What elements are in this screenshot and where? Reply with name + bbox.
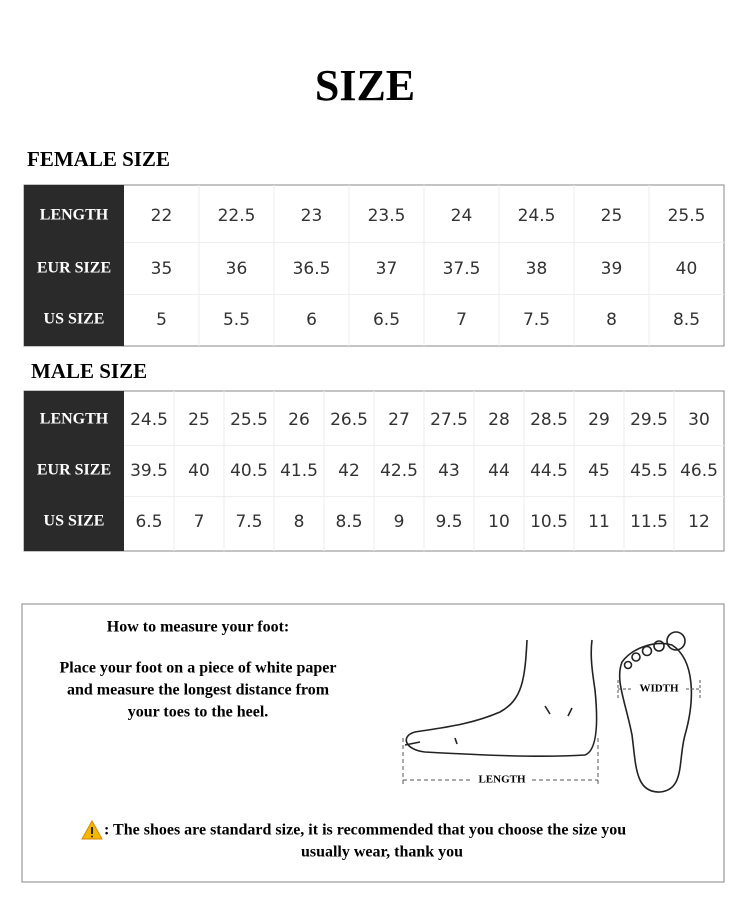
cell: 8.5	[335, 512, 362, 532]
cell: 5.5	[223, 310, 250, 330]
cell: 9	[394, 512, 405, 532]
cell: 6.5	[373, 310, 400, 330]
cell: 41.5	[280, 461, 318, 481]
cell: 6.5	[135, 512, 162, 532]
cell: 37	[376, 259, 398, 279]
measure-box	[21, 603, 725, 883]
cell: 36.5	[293, 259, 331, 279]
cell: 26	[288, 410, 310, 430]
cell: 9.5	[435, 512, 462, 532]
cell: 10.5	[530, 512, 568, 532]
title: SIZE	[315, 61, 415, 110]
length-guide	[402, 738, 599, 785]
cell: 28.5	[530, 410, 568, 430]
cell: 29.5	[630, 410, 668, 430]
cell: 24.5	[130, 410, 168, 430]
male-heading: MALE SIZE	[31, 359, 147, 383]
cell: 35	[151, 259, 173, 279]
cell: 24	[451, 206, 473, 226]
cell: 23.5	[368, 206, 406, 226]
cell: 29	[588, 410, 610, 430]
cell: 40.5	[230, 461, 268, 481]
cell: 39	[601, 259, 623, 279]
cell: 42	[338, 461, 360, 481]
label-column	[24, 185, 124, 346]
cell: 39.5	[130, 461, 168, 481]
cell: 23	[301, 206, 323, 226]
note-line: : The shoes are standard size, it is rec…	[104, 822, 626, 839]
cell: 45	[588, 461, 610, 481]
cell: 11.5	[630, 512, 668, 532]
instruction-line: Place your foot on a piece of white pape…	[60, 660, 337, 677]
cell: 42.5	[380, 461, 418, 481]
cell: 25	[601, 206, 623, 226]
foot-side-illustration	[404, 639, 598, 758]
cell: 45.5	[630, 461, 668, 481]
cell: 27.5	[430, 410, 468, 430]
cell: 7.5	[235, 512, 262, 532]
cell: 27	[388, 410, 410, 430]
cell: 44	[488, 461, 510, 481]
cell: 40	[676, 259, 698, 279]
cell: 28	[488, 410, 510, 430]
cell: 11	[588, 512, 610, 532]
cell: 22	[151, 206, 173, 226]
cell: 12	[688, 512, 710, 532]
cell: 8	[294, 512, 305, 532]
table-border	[23, 184, 725, 347]
cell: 25.5	[230, 410, 268, 430]
width-label: WIDTH	[639, 683, 679, 695]
cell: 43	[438, 461, 460, 481]
row-label: LENGTH	[40, 207, 109, 224]
warning-icon	[81, 819, 103, 840]
cell: 46.5	[680, 461, 718, 481]
cell: 40	[188, 461, 210, 481]
cell: 7	[194, 512, 205, 532]
label-column	[24, 391, 124, 551]
cell: 37.5	[443, 259, 481, 279]
female-heading: FEMALE SIZE	[27, 147, 170, 171]
cell: 8	[606, 310, 617, 330]
length-label: LENGTH	[478, 774, 526, 786]
cell: 6	[306, 310, 317, 330]
cell: 5	[156, 310, 167, 330]
cell: 26.5	[330, 410, 368, 430]
note-line: usually wear, thank you	[301, 844, 463, 861]
cell: 10	[488, 512, 510, 532]
instruction-line: and measure the longest distance from	[67, 682, 330, 699]
cell: 30	[688, 410, 710, 430]
row-label: LENGTH	[40, 411, 109, 428]
cell: 22.5	[218, 206, 256, 226]
cell: 25.5	[668, 206, 706, 226]
cell: 25	[188, 410, 210, 430]
measure-heading: How to measure your foot:	[107, 619, 290, 636]
cell: 7	[456, 310, 467, 330]
row-label: EUR SIZE	[37, 260, 111, 277]
row-label: US SIZE	[44, 513, 105, 530]
cell: 44.5	[530, 461, 568, 481]
row-label: US SIZE	[44, 311, 105, 328]
instruction-line: your toes to the heel.	[128, 704, 269, 721]
cell: 7.5	[523, 310, 550, 330]
cell: 38	[526, 259, 548, 279]
cell: 8.5	[673, 310, 700, 330]
foot-top-illustration	[618, 631, 693, 793]
cell: 24.5	[518, 206, 556, 226]
row-label: EUR SIZE	[37, 462, 111, 479]
width-guide	[617, 680, 701, 698]
cell: 36	[226, 259, 248, 279]
